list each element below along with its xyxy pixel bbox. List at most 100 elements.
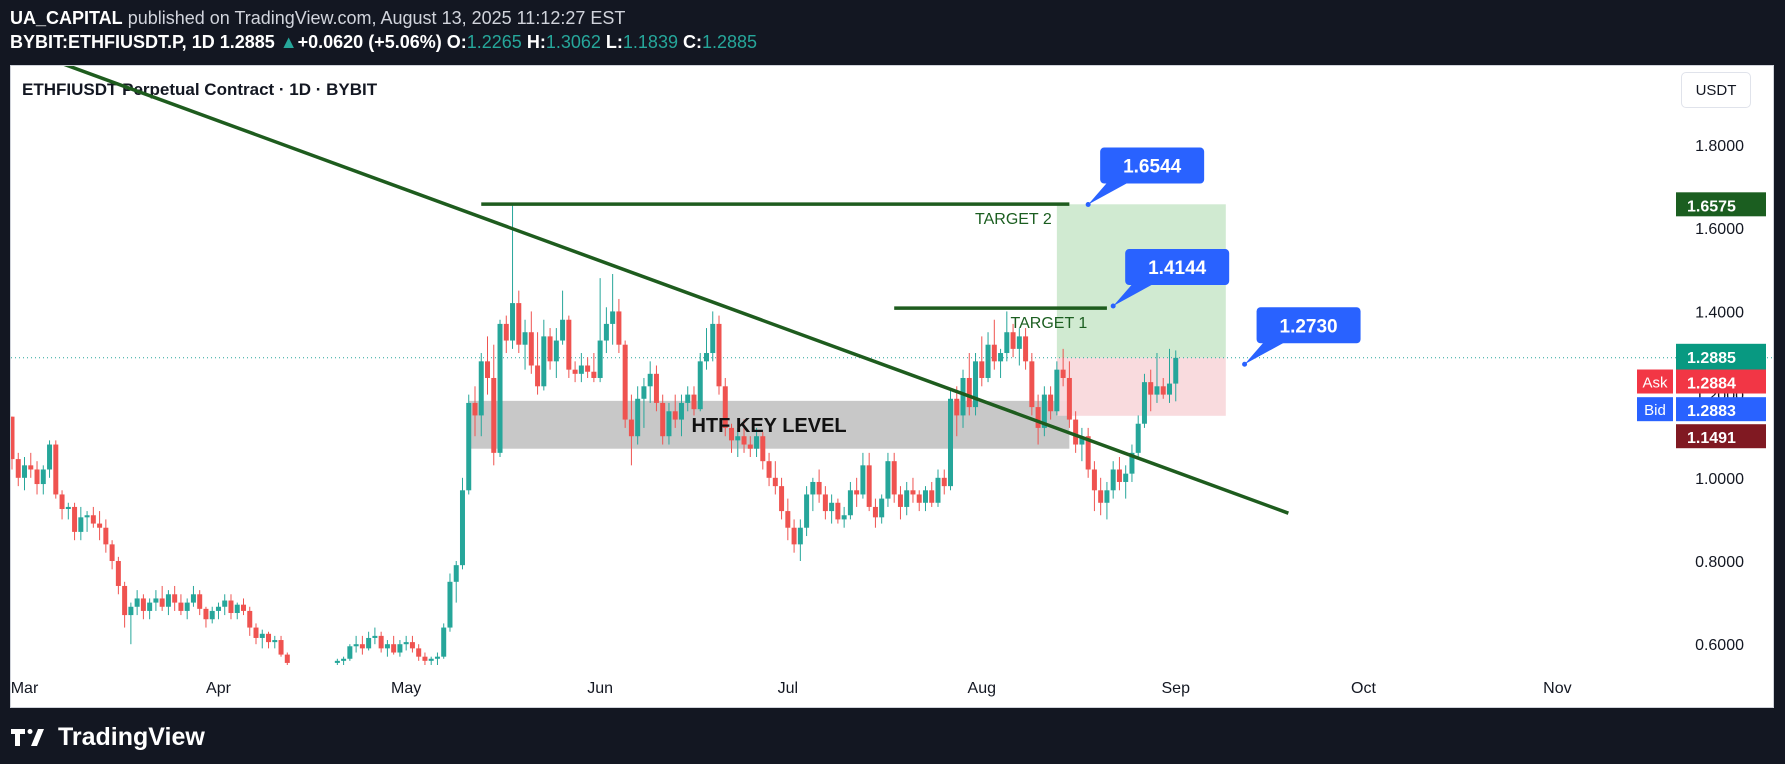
candle-body <box>72 506 78 532</box>
candle-body <box>1023 336 1029 362</box>
candle-body <box>585 365 591 372</box>
candle-body <box>278 640 284 655</box>
candle-body <box>610 311 616 324</box>
candle-body <box>1048 394 1054 412</box>
candle-body <box>922 490 928 503</box>
candle-body <box>28 465 34 470</box>
price-label-value: 1.2885 <box>1687 350 1736 367</box>
price-label-value: 1.2883 <box>1687 403 1736 420</box>
candle-body <box>985 344 991 378</box>
candle-body <box>678 402 684 420</box>
candle-body <box>259 633 265 638</box>
candle-body <box>359 644 365 649</box>
candle-body <box>165 594 171 607</box>
candle-body <box>65 506 71 510</box>
candle-body <box>816 481 822 495</box>
candle-body <box>829 502 835 512</box>
candle-body <box>716 323 722 387</box>
candle-body <box>710 323 716 354</box>
price-label-box <box>1676 192 1766 217</box>
candle-body <box>510 303 516 341</box>
candle-body <box>453 565 459 582</box>
candle-body <box>622 344 628 420</box>
price-label-value: 1.2884 <box>1687 376 1736 393</box>
candle-body <box>434 656 440 659</box>
candle-body <box>485 361 491 378</box>
price-tag-label: Ask <box>1642 375 1668 392</box>
plot-area: HTF KEY LEVEL TARGET 2 TARGET 1 1.6544 1.414… <box>11 66 1773 665</box>
candle-body <box>203 608 209 620</box>
price-label-box <box>1676 397 1766 422</box>
candle-body <box>854 490 860 495</box>
candle-body <box>897 494 903 507</box>
candle-body <box>835 502 841 520</box>
candle-body <box>234 604 240 614</box>
target-2-label: TARGET 2 <box>975 211 1052 228</box>
candle-body <box>516 303 522 345</box>
candle-body <box>159 598 165 607</box>
candle-body <box>916 494 922 503</box>
candle-body <box>284 654 290 663</box>
candle-body <box>1029 361 1035 408</box>
candle-body <box>40 469 46 485</box>
candle-body <box>53 444 59 495</box>
candle-body <box>635 398 641 437</box>
candle-body <box>428 658 434 661</box>
candle-body <box>785 511 791 528</box>
candle-body <box>1148 382 1154 395</box>
candle-body <box>929 490 935 503</box>
candle-body <box>672 411 678 420</box>
candle-body <box>1073 419 1079 445</box>
candle-body <box>578 365 584 374</box>
close-label: C: <box>682 32 702 52</box>
candle-body <box>1091 469 1097 491</box>
chart-panel[interactable] <box>10 65 1774 708</box>
publish-info: published on TradingView.com, August 13,… <box>127 8 626 28</box>
candle-body <box>535 365 541 387</box>
price-label-box <box>1676 369 1766 394</box>
candle-body <box>34 469 40 485</box>
candle-body <box>240 604 246 611</box>
symbol-name: BYBIT:ETHFIUSDT.P, 1D <box>10 32 215 52</box>
open-value: 1.2265 <box>466 32 522 52</box>
candle-body <box>416 648 422 657</box>
candle-body <box>772 477 778 487</box>
candle-body <box>547 336 553 362</box>
candle-body <box>628 419 634 437</box>
candle-body <box>666 411 672 437</box>
callout-anchor-dot <box>1242 361 1248 367</box>
candle-body <box>754 436 760 449</box>
low-value: 1.1839 <box>622 32 678 52</box>
up-arrow-icon: ▲ <box>279 32 298 52</box>
candle-body <box>384 644 390 649</box>
candle-body <box>78 517 84 532</box>
x-tick-label: Jun <box>587 680 613 697</box>
price-label-value: 1.1491 <box>1687 430 1736 447</box>
candle-body <box>422 656 428 661</box>
candle-body <box>459 490 465 566</box>
candle-body <box>403 642 409 645</box>
candle-body <box>722 386 728 428</box>
callout-box <box>1100 147 1205 184</box>
candle-body <box>222 600 228 607</box>
candle-body <box>560 319 566 341</box>
candle-body <box>184 602 190 611</box>
candle-body <box>966 377 972 408</box>
candle-body <box>497 323 503 453</box>
candle-body <box>247 610 253 628</box>
high-value: 1.3062 <box>545 32 601 52</box>
currency-button[interactable]: USDT <box>1681 72 1751 108</box>
high-label: H: <box>526 32 546 52</box>
candle-body <box>660 402 666 437</box>
x-tick-label: Sep <box>1162 680 1191 697</box>
candle-body <box>1154 386 1160 395</box>
candle-body <box>1035 407 1041 428</box>
x-tick-label: Mar <box>11 680 39 697</box>
candle-body <box>797 527 803 545</box>
candle-body <box>1004 332 1010 354</box>
candle-body <box>747 444 753 449</box>
open-label: O: <box>446 32 467 52</box>
candle-body <box>153 598 159 603</box>
x-tick-label: Nov <box>1543 680 1571 697</box>
